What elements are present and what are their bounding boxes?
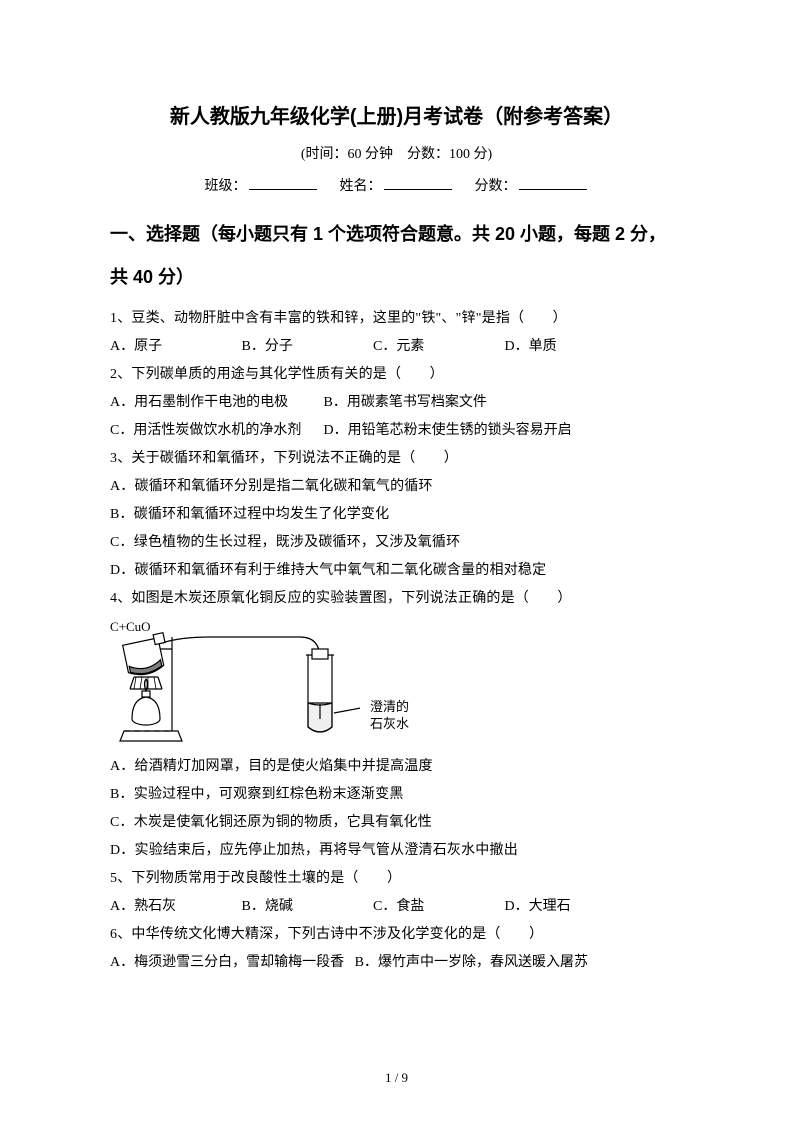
q3-opt-d: D．碳循环和氧循环有利于维持大气中氧气和二氧化碳含量的相对稳定 (110, 557, 683, 585)
question-5: 5、下列物质常用于改良酸性土壤的是（ ） (110, 865, 683, 893)
q3-opt-c: C．绿色植物的生长过程，既涉及碳循环，又涉及氧循环 (110, 529, 683, 557)
question-2-options-row1: A．用石墨制作干电池的电极 B．用碳素笔书写档案文件 (110, 389, 683, 417)
q2-opt-a: A．用石墨制作干电池的电极 (110, 389, 320, 417)
q1-opt-a: A．原子 (110, 333, 238, 361)
q5-opt-a: A．熟石灰 (110, 893, 238, 921)
q5-opt-c: C．食盐 (373, 893, 501, 921)
q3-opt-a: A．碳循环和氧循环分别是指二氧化碳和氧气的循环 (110, 473, 683, 501)
q4-opt-a: A．给酒精灯加网罩，目的是使火焰集中并提高温度 (110, 753, 683, 781)
q1-opt-c: C．元素 (373, 333, 501, 361)
question-6: 6、中华传统文化博大精深，下列古诗中不涉及化学变化的是（ ） (110, 921, 683, 949)
question-5-options: A．熟石灰 B．烧碱 C．食盐 D．大理石 (110, 893, 683, 921)
q5-opt-d: D．大理石 (505, 893, 571, 921)
question-4: 4、如图是木炭还原氧化铜反应的实验装置图，下列说法正确的是（ ） (110, 585, 683, 613)
q6-opt-b: B．爆竹声中一岁除，春风送暖入屠苏 (355, 949, 588, 977)
q4-label-limewater: 澄清的石灰水 (370, 699, 409, 733)
q1-opt-d: D．单质 (505, 333, 557, 361)
q4-opt-c: C．木炭是使氧化铜还原为铜的物质，它具有氧化性 (110, 809, 683, 837)
q1-opt-b: B．分子 (242, 333, 370, 361)
question-6-options-row1: A．梅须逊雪三分白，雪却输梅一段香 B．爆竹声中一岁除，春风送暖入屠苏 (110, 949, 683, 977)
question-2: 2、下列碳单质的用途与其化学性质有关的是（ ） (110, 361, 683, 389)
class-input-line[interactable] (249, 176, 317, 190)
class-label: 班级： (205, 179, 247, 194)
q4-opt-b: B．实验过程中，可观察到红棕色粉末逐渐变黑 (110, 781, 683, 809)
score-input-line[interactable] (519, 176, 587, 190)
q2-opt-b: B．用碳素笔书写档案文件 (324, 389, 487, 417)
name-label: 姓名： (340, 179, 382, 194)
question-3: 3、关于碳循环和氧循环，下列说法不正确的是（ ） (110, 445, 683, 473)
q5-opt-b: B．烧碱 (242, 893, 370, 921)
q4-apparatus-diagram: C+CuO (110, 619, 683, 749)
apparatus-svg-icon (110, 619, 360, 749)
question-1: 1、豆类、动物肝脏中含有丰富的铁和锌，这里的"铁"、"锌"是指（ ） (110, 305, 683, 333)
score-label: 分数： (475, 179, 517, 194)
q2-opt-d: D．用铅笔芯粉末使生锈的锁头容易开启 (324, 417, 572, 445)
name-input-line[interactable] (384, 176, 452, 190)
page-number: 1 / 9 (0, 1070, 793, 1086)
question-2-options-row2: C．用活性炭做饮水机的净水剂 D．用铅笔芯粉末使生锈的锁头容易开启 (110, 417, 683, 445)
q6-opt-a: A．梅须逊雪三分白，雪却输梅一段香 (110, 949, 344, 977)
section-1-heading: 一、选择题（每小题只有 1 个选项符合题意。共 20 小题，每题 2 分，共 4… (110, 213, 683, 299)
student-info-row: 班级： 姓名： 分数： (110, 175, 683, 195)
question-1-options: A．原子 B．分子 C．元素 D．单质 (110, 333, 683, 361)
exam-meta: (时间：60 分钟 分数：100 分) (110, 143, 683, 163)
q4-opt-d: D．实验结束后，应先停止加热，再将导气管从澄清石灰水中撤出 (110, 837, 683, 865)
q3-opt-b: B．碳循环和氧循环过程中均发生了化学变化 (110, 501, 683, 529)
q2-opt-c: C．用活性炭做饮水机的净水剂 (110, 417, 320, 445)
page-title: 新人教版九年级化学(上册)月考试卷（附参考答案） (110, 100, 683, 129)
